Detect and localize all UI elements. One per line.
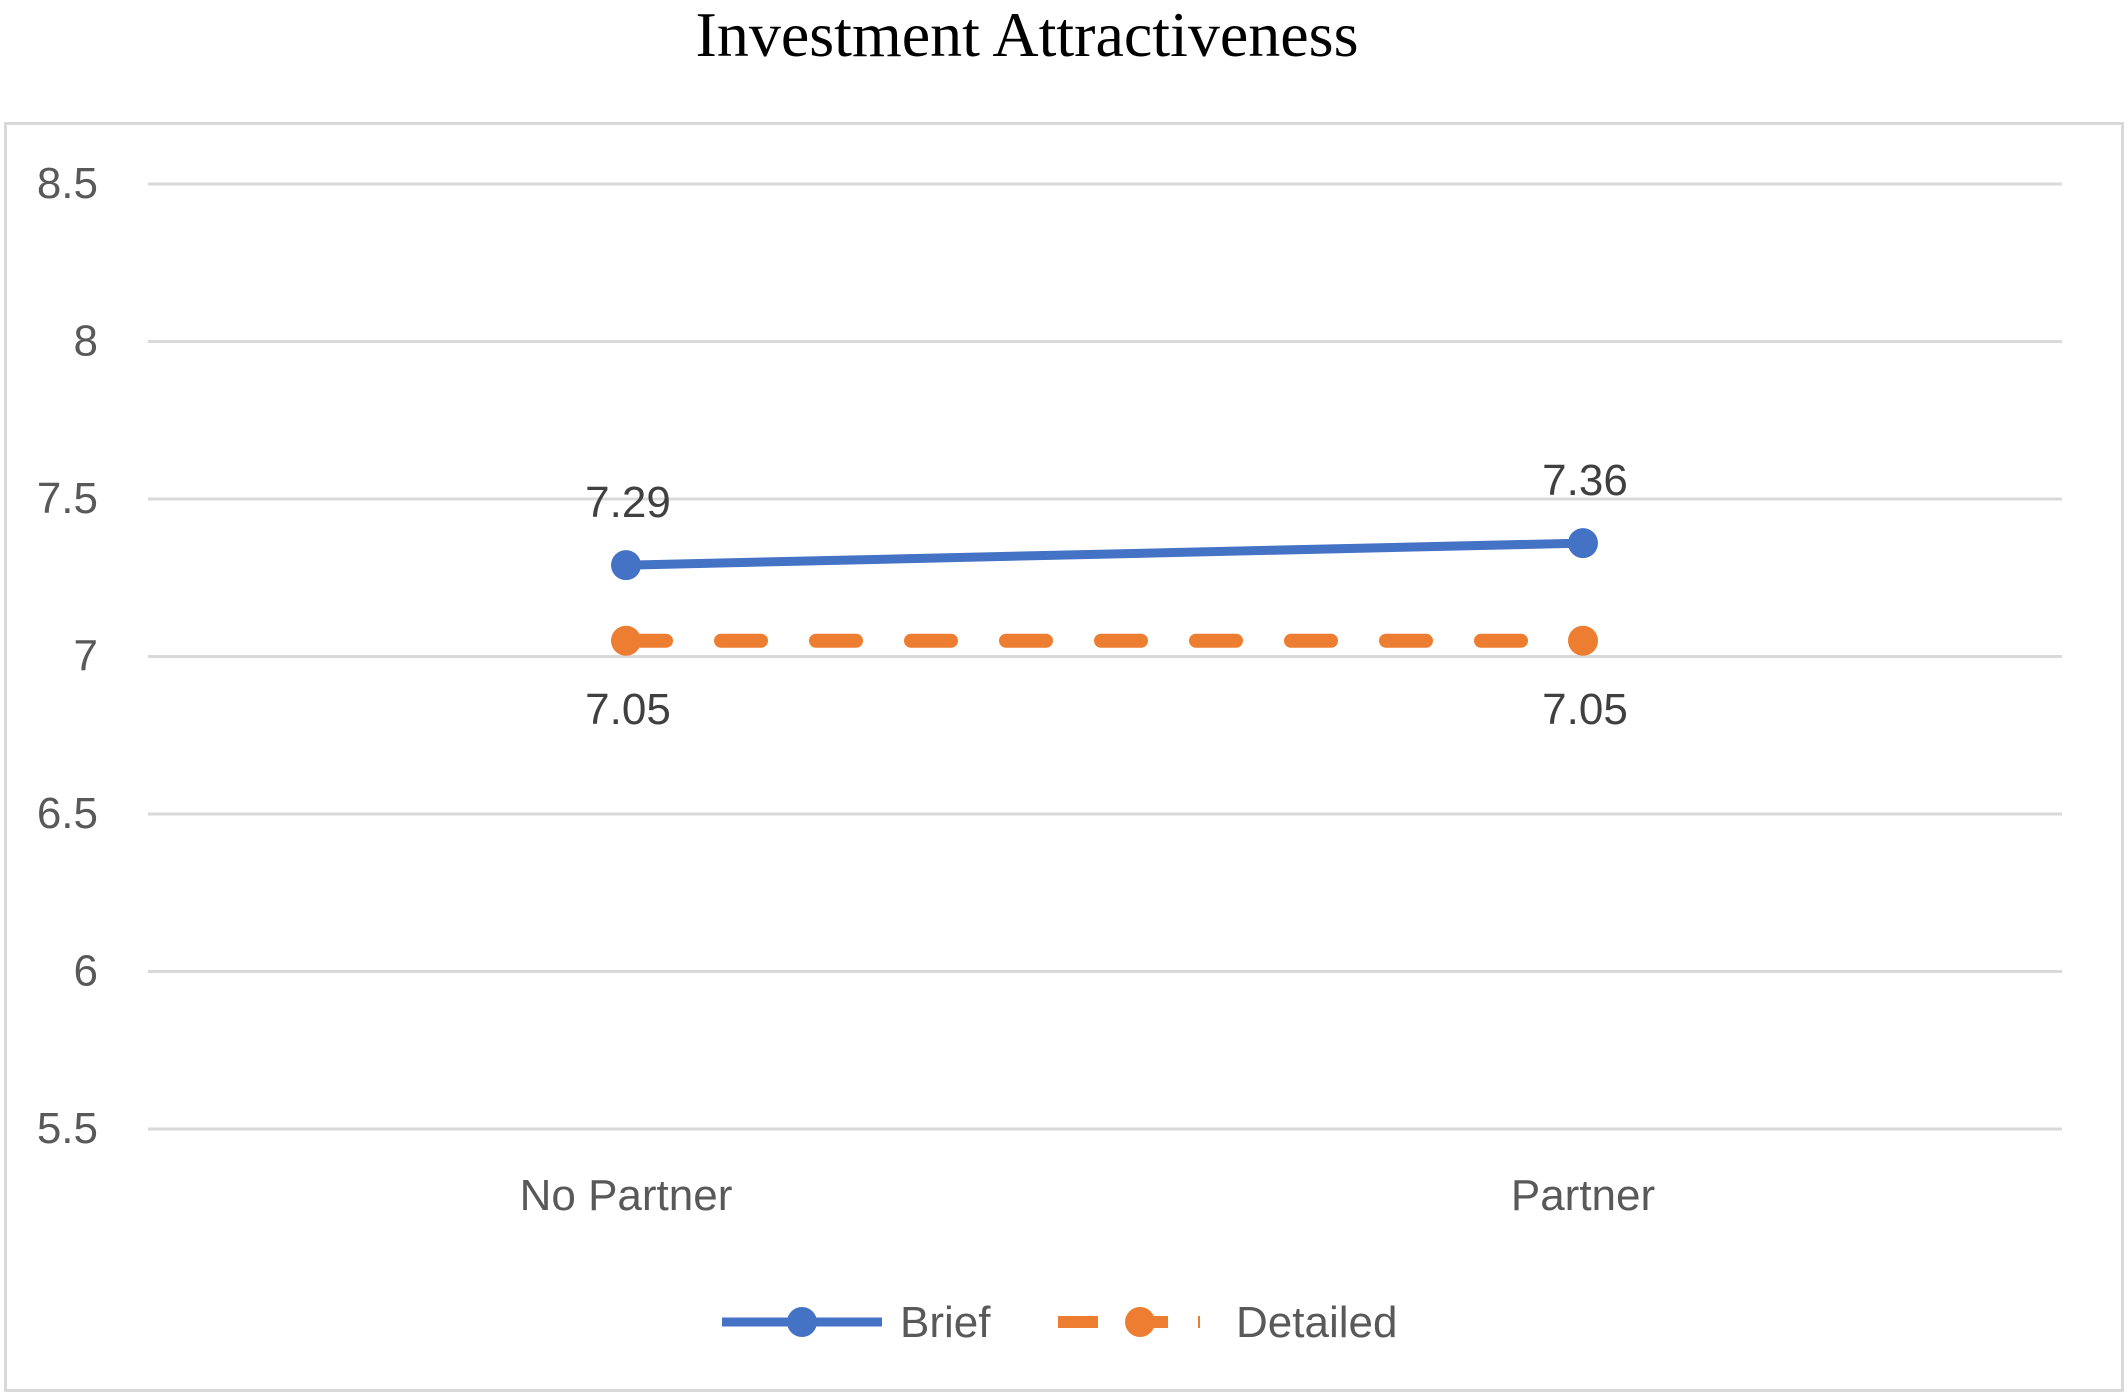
y-tick-label: 7 [74,632,98,681]
data-label-brief: 7.36 [1542,456,1628,505]
x-tick-label: No Partner [520,1171,733,1220]
data-label-detailed: 7.05 [585,685,671,734]
y-axis-tick-labels: 8.5 8 7.5 7 6.5 6 5.5 [37,159,98,1153]
y-tick-label: 6 [74,947,98,996]
data-point-detailed [1568,625,1598,656]
legend: Brief Detailed [722,1298,1397,1347]
y-tick-label: 6.5 [37,789,98,838]
x-tick-label: Partner [1511,1171,1655,1220]
gridlines [148,182,2062,1131]
legend-marker-brief [787,1307,817,1337]
series-line-brief [625,538,1584,570]
data-label-detailed: 7.05 [1542,685,1628,734]
data-point-detailed [611,625,641,656]
chart-frame [4,122,2124,1392]
data-point-brief [611,550,641,581]
x-axis-tick-labels: No Partner Partner [520,1171,1656,1220]
data-point-brief [1568,528,1598,559]
legend-label-brief: Brief [900,1298,991,1347]
y-tick-label: 8 [74,317,98,366]
legend-label-detailed: Detailed [1236,1298,1397,1347]
y-tick-label: 7.5 [37,474,98,523]
chart-title: Investment Attractiveness [695,0,1359,70]
series-group: 7.29 7.36 7.05 7.05 [585,456,1628,734]
y-tick-label: 8.5 [37,159,98,208]
data-label-brief: 7.29 [585,478,671,527]
legend-marker-detailed [1125,1307,1155,1337]
y-tick-label: 5.5 [37,1104,98,1153]
